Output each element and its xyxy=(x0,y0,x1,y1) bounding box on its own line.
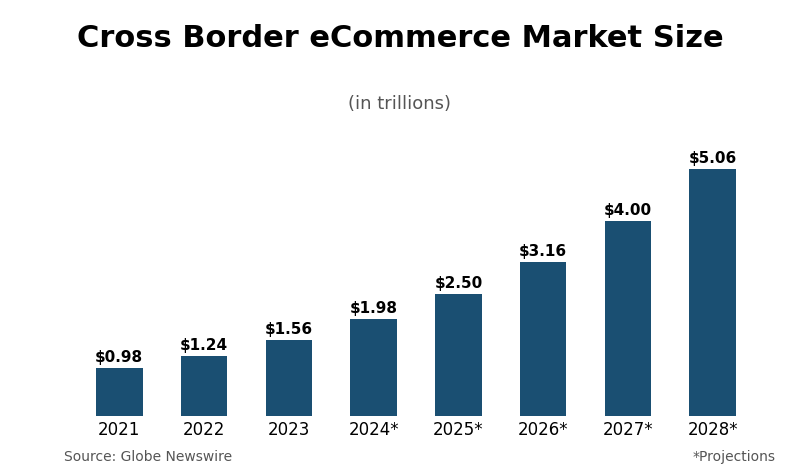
Bar xyxy=(690,169,736,416)
Text: Source: Globe Newswire: Source: Globe Newswire xyxy=(64,449,232,464)
Text: $3.16: $3.16 xyxy=(519,244,567,259)
Bar xyxy=(435,294,482,416)
Text: $0.98: $0.98 xyxy=(95,350,143,365)
Bar xyxy=(96,368,142,416)
Text: $1.98: $1.98 xyxy=(350,301,398,316)
Text: $2.50: $2.50 xyxy=(434,276,482,291)
Text: $1.24: $1.24 xyxy=(180,338,228,353)
Text: $4.00: $4.00 xyxy=(604,202,652,218)
Bar xyxy=(520,262,566,416)
Text: $5.06: $5.06 xyxy=(689,151,737,166)
Text: $1.56: $1.56 xyxy=(265,322,313,337)
Bar xyxy=(181,356,227,416)
Text: *Projections: *Projections xyxy=(693,449,776,464)
Text: (in trillions): (in trillions) xyxy=(349,95,451,113)
Bar xyxy=(350,319,397,416)
Bar xyxy=(266,340,312,416)
Bar xyxy=(605,220,651,416)
Text: Cross Border eCommerce Market Size: Cross Border eCommerce Market Size xyxy=(77,24,723,53)
